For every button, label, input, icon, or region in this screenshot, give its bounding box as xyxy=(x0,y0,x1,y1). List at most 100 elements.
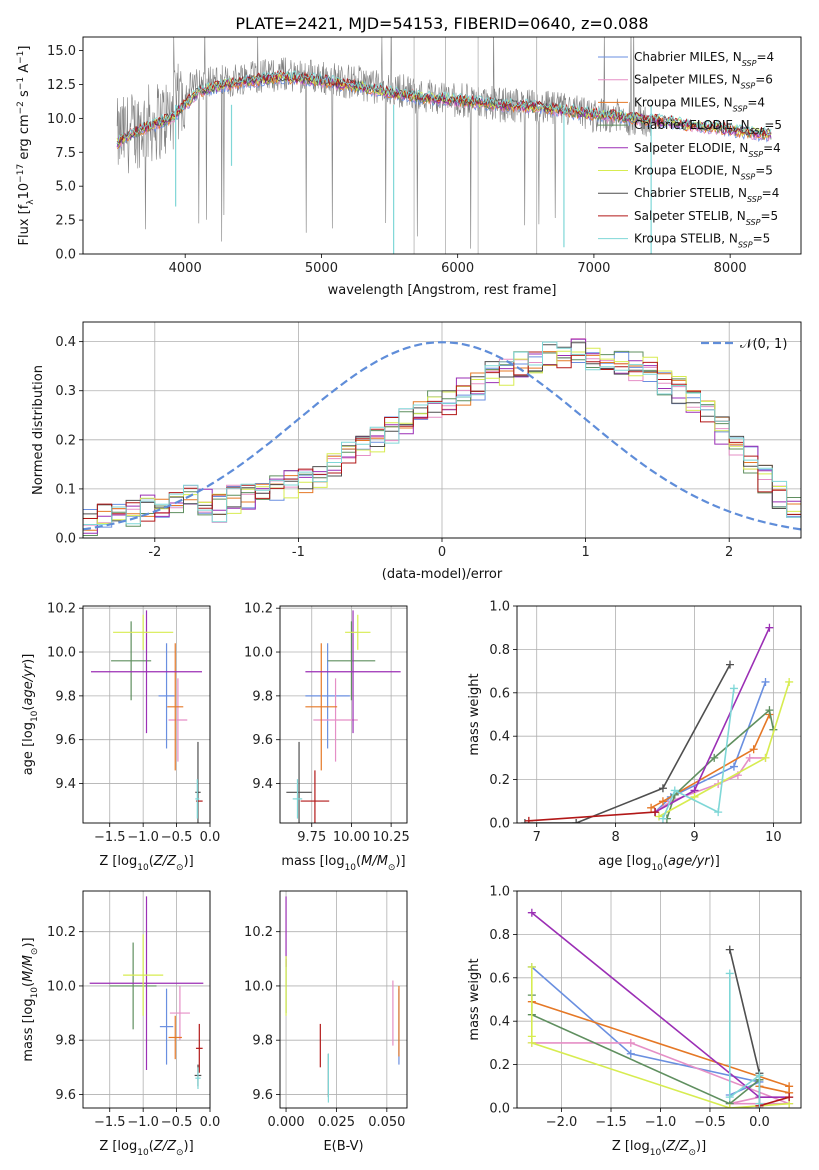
weight-marker-chabrier_stelib xyxy=(725,945,734,954)
legend-sub: SSP xyxy=(746,217,761,226)
legend-label-salpeter_miles: Salpeter MILES, NSSP=6 xyxy=(634,73,773,91)
weight-marker-kroupa_miles xyxy=(749,745,758,754)
label-part: 10 xyxy=(30,987,40,999)
y-axis-label: mass [log10(M/M⊙)] xyxy=(21,937,40,1061)
model-line-chabrier_stelib xyxy=(116,71,772,145)
legend-label-salpeter_elodie: Salpeter ELODIE, NSSP=4 xyxy=(634,141,781,159)
weight-marker-chabrier_stelib xyxy=(572,819,581,823)
normal-curve-line xyxy=(83,341,801,531)
y-tick-label: 0.4 xyxy=(489,1015,510,1030)
y-tick-label: 0.3 xyxy=(55,384,76,399)
x-tick-label: 0.050 xyxy=(368,1115,405,1130)
legend-tail: =4 xyxy=(747,95,765,109)
weight-line-salpeter_stelib xyxy=(759,1096,790,1107)
legend-tail: =5 xyxy=(760,209,778,223)
x-axis-label: Z [log10(Z/Z⊙)] xyxy=(99,1139,193,1158)
y-axis-label: Normed distribution xyxy=(31,365,46,495)
legend-sub: SSP xyxy=(738,240,753,249)
y-tick-label: 7.5 xyxy=(55,146,76,161)
histogram-kroupa_stelib xyxy=(83,341,801,538)
y-tick-label: 10.0 xyxy=(47,979,76,994)
legend-label-kroupa_miles: Kroupa MILES, NSSP=4 xyxy=(634,95,765,113)
y-tick-label: 0.8 xyxy=(489,928,510,943)
data-spectrum-line xyxy=(116,37,652,249)
y-axis-label: age [log10(age/yr)] xyxy=(21,654,40,776)
plot-area xyxy=(520,623,794,823)
y-tick-label: 9.4 xyxy=(55,777,76,792)
label-part: )] xyxy=(21,937,36,947)
y-tick-label: 9.6 xyxy=(55,733,76,748)
model-line-salpeter_stelib xyxy=(116,69,772,144)
y-tick-label: 0.4 xyxy=(489,730,510,745)
weight-marker-salpeter_miles xyxy=(745,753,754,762)
weight-line-kroupa_stelib xyxy=(662,688,735,820)
legend-text: Kroupa STELIB, N xyxy=(634,232,738,246)
legend-tail: =5 xyxy=(753,232,771,246)
weight-marker-kroupa_stelib xyxy=(729,684,738,693)
y-tick-label: 10.2 xyxy=(47,602,76,617)
y-tick-label: 5.0 xyxy=(55,180,76,195)
legend-label-kroupa_stelib: Kroupa STELIB, NSSP=5 xyxy=(634,232,770,250)
x-tick-label: 0.0 xyxy=(200,1115,221,1130)
panel-ebv-mass: 0.000 0.025 0.050 9.6 9.8 10.0 10.2 E(B-V) xyxy=(244,890,408,1154)
legend-label-normal: 𝒩(0, 1) xyxy=(740,337,787,352)
x-tick-label: 2 xyxy=(725,545,733,560)
weight-marker-kroupa_stelib xyxy=(670,786,679,795)
label-part: −2 xyxy=(16,101,26,114)
label-part: ⊙ xyxy=(388,863,396,873)
y-tick-label: 10.0 xyxy=(244,979,273,994)
weight-marker-kroupa_elodie xyxy=(527,962,536,971)
y-tick-label: 1.0 xyxy=(489,600,510,615)
weight-marker-salpeter_miles xyxy=(626,1038,635,1047)
weight-marker-kroupa_miles xyxy=(658,797,667,806)
label-part: ( xyxy=(663,854,668,869)
panel-mass-age: 9.75 10.00 10.25 9.4 9.6 9.8 10.0 10.2 mass [log… xyxy=(244,602,410,873)
plot-area xyxy=(91,610,203,823)
x-tick-label: 6000 xyxy=(441,261,474,276)
label-part: age/yr xyxy=(668,854,711,869)
plot-area xyxy=(285,896,400,1103)
legend-sub: SSP xyxy=(741,81,756,90)
label-part: 10 xyxy=(137,1148,149,1158)
axes-frame xyxy=(82,321,802,539)
legend-tail: =5 xyxy=(764,118,782,132)
y-tick-label: 0.0 xyxy=(55,532,76,547)
x-tick-label: 7 xyxy=(533,830,541,845)
x-axis-label: wavelength [Angstrom, rest frame] xyxy=(328,283,557,298)
weight-line-kroupa_stelib xyxy=(728,973,761,1104)
x-tick-label: -2 xyxy=(148,545,161,560)
weight-marker-chabrier_stelib xyxy=(726,660,734,669)
legend-sub: SSP xyxy=(733,104,748,113)
y-tick-label: 0.6 xyxy=(489,686,510,701)
label-part: erg cm xyxy=(17,114,32,163)
weight-line-salpeter_elodie xyxy=(654,627,771,813)
legend-text: Chabrier ELODIE, N xyxy=(634,118,750,132)
x-tick-label: 10.00 xyxy=(333,830,370,845)
x-tick-label: 0.025 xyxy=(318,1115,355,1130)
y-tick-label: 10.2 xyxy=(244,925,273,940)
legend-text: Kroupa ELODIE, N xyxy=(634,164,741,178)
x-tick-label: 0.0 xyxy=(749,1115,770,1130)
x-tick-label: 10 xyxy=(765,830,782,845)
y-tick-label: 12.5 xyxy=(47,78,76,93)
legend-text: Chabrier STELIB, N xyxy=(634,186,747,200)
label-part: −1 xyxy=(16,51,26,64)
weight-marker-kroupa_stelib xyxy=(725,969,734,978)
label-part: −17 xyxy=(16,164,26,183)
y-tick-label: 0.8 xyxy=(489,643,510,658)
label-part: ⊙ xyxy=(30,948,40,956)
axes-frame xyxy=(516,605,802,824)
label-part: ⊙ xyxy=(176,863,184,873)
y-tick-label: 0.2 xyxy=(55,433,76,448)
x-axis-label: mass [log10(M/M⊙)] xyxy=(281,854,405,873)
panel-spectrum: 4000 5000 6000 7000 8000 0.0 2.5 5.0 7.5 10.0 12.5… xyxy=(16,36,802,298)
label-part: E(B-V) xyxy=(323,1139,363,1154)
label-part: 10 xyxy=(345,863,357,873)
weight-line-chabrier_elodie xyxy=(530,995,760,1105)
x-tick-label: −1.0 xyxy=(127,830,159,845)
label-part: A xyxy=(17,64,32,77)
weight-line-kroupa_elodie xyxy=(658,681,790,818)
weight-marker-kroupa_stelib xyxy=(755,1071,764,1080)
legend-text: Salpeter MILES, N xyxy=(634,73,741,87)
weight-marker-kroupa_stelib xyxy=(725,1093,734,1102)
